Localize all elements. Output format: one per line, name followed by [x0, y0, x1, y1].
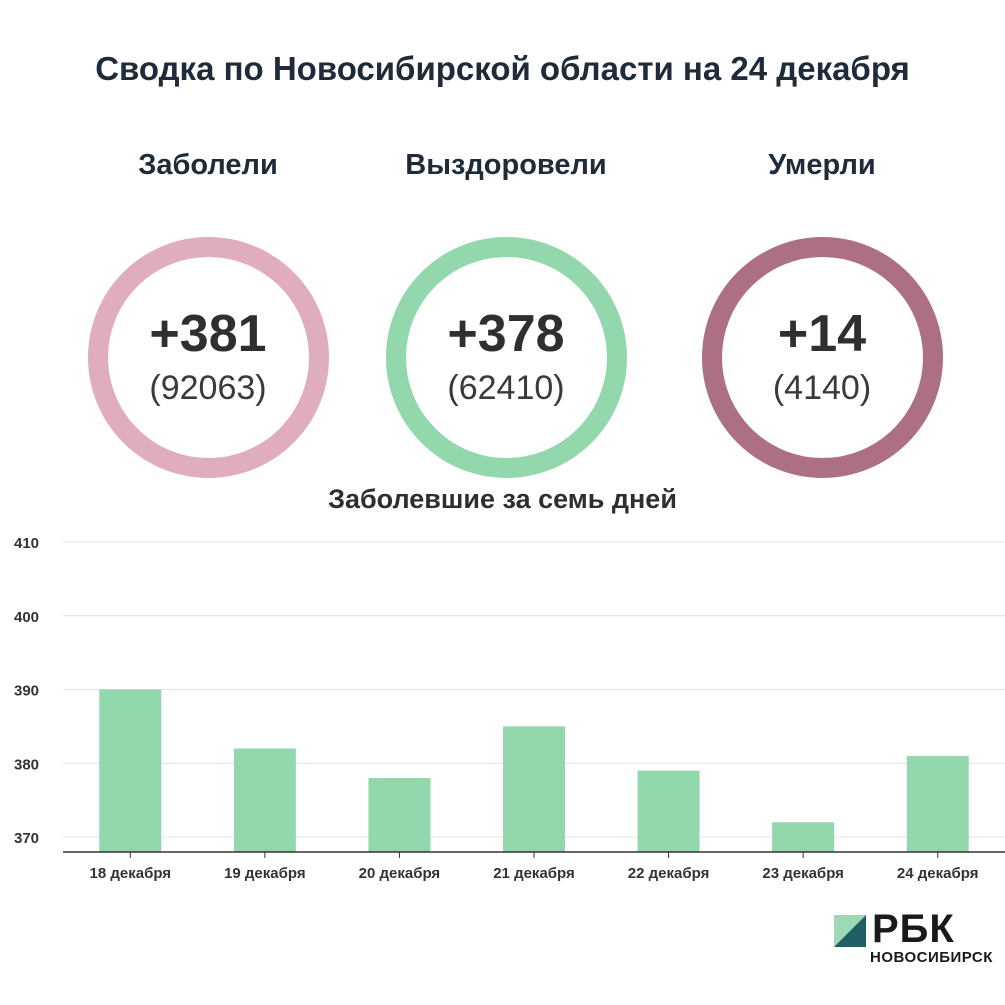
stat-value: +14: [777, 304, 867, 363]
stat-label: Выздоровели: [405, 149, 607, 181]
stat-label: Умерли: [768, 149, 876, 181]
page-title: Сводка по Новосибирской области на 24 де…: [95, 50, 910, 87]
y-tick-label: 390: [14, 683, 39, 700]
x-tick-label: 24 декабря: [897, 865, 979, 882]
bar: [99, 689, 162, 852]
logo-name: РБК: [872, 907, 955, 951]
stat-total: (62410): [447, 368, 565, 407]
y-tick-label: 370: [14, 830, 39, 847]
x-tick-label: 20 декабря: [359, 865, 441, 882]
stat-deaths: Умерли +14 (4140): [692, 145, 952, 478]
bar: [233, 748, 296, 852]
y-tick-label: 410: [14, 535, 39, 552]
bar: [772, 822, 835, 852]
stat-infected: Заболели +381 (92063): [78, 145, 338, 478]
x-tick-label: 18 декабря: [90, 865, 172, 882]
x-tick-label: 22 декабря: [628, 865, 710, 882]
rbc-logo-icon: [834, 915, 866, 947]
stat-label: Заболели: [138, 149, 278, 181]
stat-total: (92063): [149, 368, 267, 407]
chart-title: Заболевшие за семь дней: [328, 484, 677, 514]
y-tick-label: 380: [14, 756, 39, 773]
stat-recovered: Выздоровели +378 (62410): [376, 145, 636, 478]
x-tick-label: 23 декабря: [762, 865, 844, 882]
bar: [906, 755, 969, 852]
rbc-logo: РБК НОВОСИБИРСК: [834, 907, 1004, 990]
stat-value: +378: [447, 304, 565, 363]
y-tick-label: 400: [14, 609, 39, 626]
x-tick-label: 21 декабря: [493, 865, 575, 882]
bar-chart: 370 380 390 400 410 18 декабря 19 декабря 20 де…: [14, 535, 1005, 882]
bar: [503, 726, 565, 852]
bar: [368, 778, 431, 852]
stat-total: (4140): [772, 368, 872, 407]
bar: [637, 770, 700, 852]
x-tick-label: 19 декабря: [224, 865, 306, 882]
logo-region: НОВОСИБИРСК: [870, 949, 993, 966]
stat-value: +381: [149, 304, 267, 363]
